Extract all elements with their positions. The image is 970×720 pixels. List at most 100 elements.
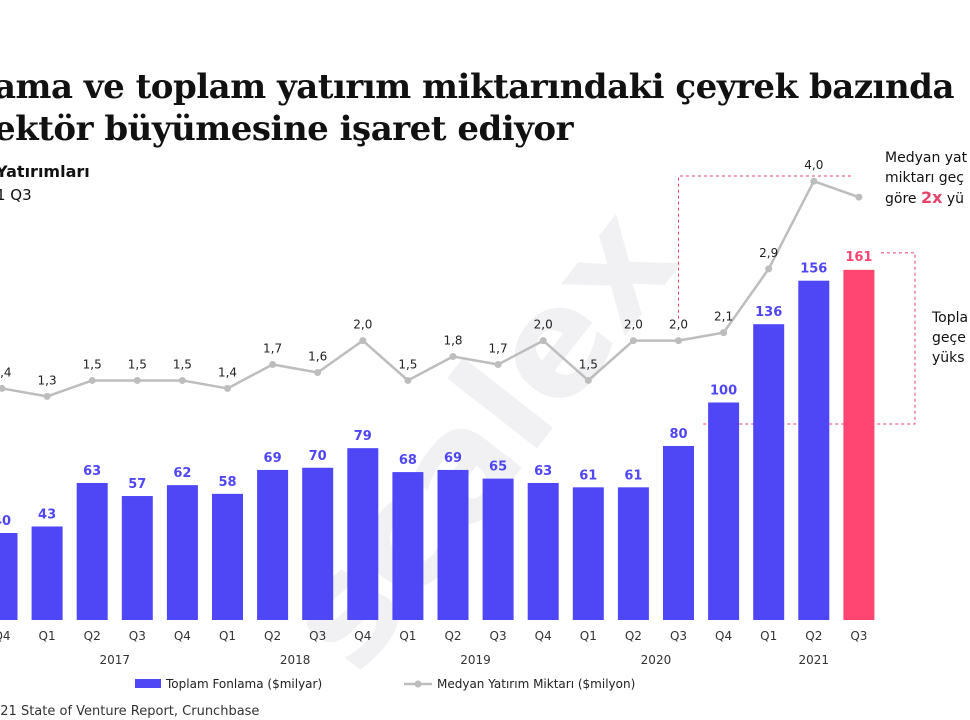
line-point	[43, 392, 51, 400]
line-point-label: 1,5	[128, 357, 147, 371]
watermark-text: scalex	[248, 176, 711, 700]
bar	[753, 324, 785, 620]
line-point-label: 1,7	[263, 342, 282, 356]
x-tick-label: Q4	[715, 629, 732, 643]
bar	[212, 493, 243, 620]
bar	[843, 269, 875, 620]
line-point-label: 2,1	[714, 310, 733, 324]
x-tick-label: Q4	[354, 629, 371, 643]
line-point	[0, 384, 6, 392]
line-point	[810, 177, 818, 185]
line-point-label: 2,0	[624, 318, 643, 332]
x-tick-label: Q3	[850, 629, 867, 643]
bar	[482, 478, 514, 620]
median-annotation: Medyan yat miktarı geç göre 2x yü	[885, 148, 967, 209]
bar-value-label: 43	[38, 507, 56, 522]
bar-value-label: 79	[354, 429, 372, 444]
line-point	[88, 376, 96, 384]
line-point-label: 4,0	[804, 158, 823, 172]
x-tick-label: Q1	[760, 629, 777, 643]
x-tick-label: Q2	[444, 629, 461, 643]
bar-value-label: 62	[173, 466, 191, 481]
median-annotation-pre: göre	[885, 191, 921, 207]
bar-value-label: 80	[669, 427, 687, 442]
legend-line-label: Medyan Yatırım Miktarı ($milyon)	[437, 677, 635, 691]
line-point-label: 1,5	[83, 357, 102, 371]
line-point	[720, 329, 728, 337]
bar	[392, 472, 424, 620]
bar-value-label: 100	[710, 384, 737, 399]
line-point	[675, 337, 682, 345]
watermark: scalex	[248, 176, 711, 700]
bar	[121, 496, 153, 620]
x-tick-label: Q1	[399, 629, 416, 643]
bar	[572, 487, 604, 620]
line-point-label: 1,5	[398, 357, 417, 371]
median-annotation-post: yü	[942, 191, 965, 207]
line-point	[449, 353, 457, 361]
median-annotation-line1: Medyan yat	[885, 150, 968, 166]
bar	[617, 487, 649, 620]
bar-value-label: 40	[0, 514, 11, 529]
x-tick-label: Q4	[174, 629, 191, 643]
chart-title-line2: ektör büyümesine işaret ediyor	[0, 109, 574, 149]
x-axis: Q4 Q1 Q2 Q3 Q4 Q1 Q2 Q3 Q4 Q1 Q2 Q3 Q4 Q1 Q2 Q3 Q4 Q1 Q2 Q3…	[0, 629, 867, 667]
bar	[663, 446, 694, 620]
chart-title-line1: ama ve toplam yatırım miktarındaki çeyre…	[0, 67, 955, 107]
line-point-label: 1,4	[0, 365, 12, 379]
chart-subtitle: Yatırımları	[0, 162, 90, 181]
line-point-label: 1,5	[173, 357, 192, 371]
bar	[166, 485, 198, 620]
line-point-label: 1,8	[443, 334, 462, 348]
chart-title: ama ve toplam yatırım miktarındaki çeyre…	[0, 66, 955, 150]
median-annotation-line3: göre 2x yü	[885, 188, 967, 209]
bar	[302, 467, 334, 620]
x-tick-label: Q3	[129, 629, 146, 643]
line-series: 1,4 1,3 1,5 1,5 1,5 1,4 1,7 1,6 2,0 1,5 1,8 1,7 2,0 1…	[0, 158, 863, 400]
bar	[76, 482, 108, 620]
x-tick-label: Q4	[535, 629, 552, 643]
line-point-label: 2,0	[669, 318, 688, 332]
x-tick-label: Q1	[219, 629, 236, 643]
bar-value-label: 61	[624, 468, 642, 483]
line-point	[359, 337, 367, 345]
chart-period: 1 Q3	[0, 186, 32, 204]
line-point-label: 1,4	[218, 365, 237, 379]
bar	[31, 526, 63, 620]
bar	[0, 533, 18, 620]
x-tick-label: Q2	[84, 629, 101, 643]
x-tick-label: Q3	[670, 629, 687, 643]
bar-value-label: 63	[83, 464, 101, 479]
bar-value-label: 65	[489, 460, 507, 475]
bar-value-label: 70	[309, 449, 327, 464]
source-note: 021 State of Venture Report, Crunchbase	[0, 704, 260, 719]
line-point	[584, 376, 592, 384]
x-tick-label: Q1	[580, 629, 597, 643]
bar	[437, 469, 469, 620]
line-point	[224, 384, 231, 392]
x-tick-label: Q1	[39, 629, 56, 643]
median-bracket	[678, 175, 853, 319]
bar-value-label: 61	[579, 468, 597, 483]
bar-value-label: 57	[128, 477, 146, 492]
bar-value-label: 156	[800, 262, 827, 277]
bar-value-label: 69	[444, 451, 462, 466]
median-line	[1, 179, 860, 398]
bar	[708, 402, 740, 620]
legend: Toplam Fonlama ($milyar) Medyan Yatırım M…	[135, 677, 635, 691]
line-point-label: 1,3	[38, 373, 57, 387]
line-point	[178, 376, 186, 384]
line-point	[539, 337, 547, 345]
total-annotation-line1: Topla	[932, 310, 969, 326]
line-point	[269, 361, 277, 369]
bar	[527, 482, 559, 620]
line-point-label: 2,9	[759, 246, 778, 260]
x-year-label: 2020	[641, 653, 672, 667]
bar-value-label: 69	[264, 451, 282, 466]
total-annotation-line2: geçe	[932, 330, 966, 346]
x-year-label: 2021	[799, 653, 830, 667]
line-point	[855, 193, 863, 201]
median-annotation-highlight: 2x	[920, 188, 943, 207]
line-point-label: 2,0	[353, 318, 372, 332]
